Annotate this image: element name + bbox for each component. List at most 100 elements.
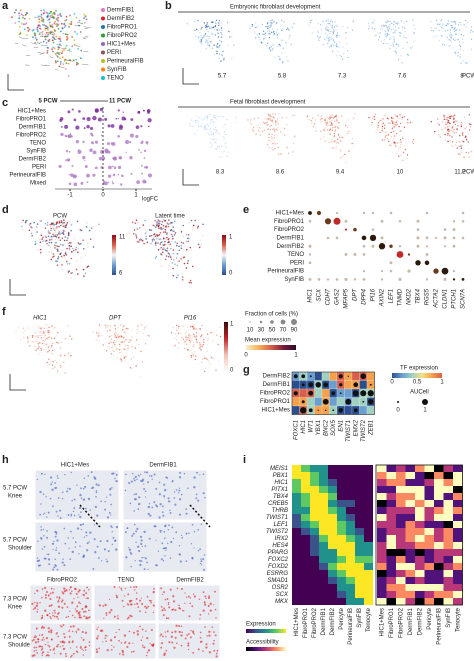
cell-dot — [225, 142, 227, 144]
heat-cell — [415, 584, 425, 591]
heat-cell — [328, 493, 337, 500]
heat-cell — [337, 549, 346, 556]
spot — [63, 636, 66, 639]
cell-dot — [220, 22, 222, 24]
cell-dot — [460, 121, 463, 124]
heat-cell — [424, 465, 434, 472]
cell-dot — [368, 117, 370, 119]
cell-dot — [275, 128, 278, 130]
label: DermFIB1 — [321, 607, 327, 635]
cell-dot — [20, 13, 23, 16]
spot — [82, 638, 85, 641]
cell-dot — [436, 23, 439, 25]
heat-cell — [328, 514, 337, 521]
cell-dot — [228, 30, 230, 33]
cell-dot — [132, 232, 135, 235]
cell-dot — [333, 136, 335, 138]
spot — [153, 501, 156, 504]
spot — [195, 493, 198, 496]
cell-dot — [255, 22, 257, 24]
milo-dot — [145, 140, 149, 144]
milo-dot — [117, 109, 120, 112]
cell-dot — [45, 339, 47, 342]
heat-cell — [301, 535, 310, 542]
spot — [133, 523, 136, 526]
tf-cell — [314, 397, 323, 407]
cell-dot — [166, 231, 169, 234]
spot — [200, 558, 202, 560]
cell-dot — [22, 14, 24, 17]
cell-dot — [62, 244, 64, 246]
expression-dot — [335, 236, 339, 240]
cell-dot — [388, 25, 390, 27]
spot — [56, 475, 59, 477]
cell-dot — [452, 115, 455, 117]
heat-cell — [386, 493, 396, 500]
cell-dot — [41, 332, 43, 334]
heat-cell — [415, 577, 425, 584]
cell-dot — [340, 157, 342, 159]
spot — [42, 513, 45, 515]
heat-cell — [453, 528, 463, 535]
cell-dot — [197, 225, 199, 228]
cell-dot — [206, 116, 208, 119]
heat-cell — [434, 542, 444, 549]
cell-dot — [204, 33, 207, 35]
cell-dot — [57, 343, 59, 345]
cell-dot — [133, 356, 135, 358]
cell-dot — [214, 34, 217, 36]
cell-dot — [326, 121, 328, 123]
cell-dot — [459, 22, 461, 24]
cell-dot — [57, 14, 59, 17]
cell-dot — [44, 348, 46, 350]
heat-cell — [346, 528, 355, 535]
spot — [200, 523, 203, 526]
spot — [51, 612, 54, 614]
cell-dot — [22, 328, 24, 330]
cell-dot — [60, 220, 63, 222]
spot — [178, 487, 180, 489]
cell-dot — [189, 125, 192, 127]
spot — [44, 586, 47, 590]
label: 9.4 — [336, 170, 345, 176]
cell-dot — [27, 340, 30, 342]
cell-dot — [331, 119, 333, 122]
panel-letter: i — [243, 454, 246, 466]
cell-dot — [311, 122, 313, 125]
cell-dot — [192, 341, 195, 343]
heat-cell — [415, 500, 425, 507]
cell-dot — [335, 118, 338, 121]
cell-dot — [382, 125, 384, 128]
spot — [207, 596, 211, 600]
tissue-image — [93, 622, 157, 660]
cell-dot — [52, 361, 54, 363]
label: DermFIB1 — [408, 607, 414, 635]
cell-dot — [171, 262, 174, 264]
spot — [94, 551, 97, 554]
cell-dot — [449, 29, 452, 31]
heat-cell — [355, 598, 364, 605]
spot — [144, 471, 146, 473]
label: GAS2 — [335, 288, 341, 305]
cell-dot — [77, 273, 79, 275]
cell-dot — [283, 21, 285, 23]
heat-cell — [364, 556, 373, 563]
cell-dot — [134, 232, 137, 235]
cell-dot — [63, 22, 66, 25]
cell-dot — [330, 116, 332, 119]
cell-dot — [398, 27, 400, 29]
cell-dot — [127, 346, 130, 348]
cell-dot — [20, 22, 23, 25]
heat-cell — [396, 507, 406, 514]
cell-dot — [62, 229, 64, 232]
spot — [136, 602, 139, 605]
cell-dot — [64, 338, 67, 340]
cell-dot — [90, 227, 93, 229]
spot — [69, 586, 72, 589]
cell-dot — [206, 119, 209, 121]
cell-dot — [70, 21, 73, 23]
cell-dot — [29, 334, 31, 337]
cell-dot — [407, 122, 409, 124]
cell-dot — [51, 33, 54, 36]
cell-dot — [85, 18, 88, 21]
